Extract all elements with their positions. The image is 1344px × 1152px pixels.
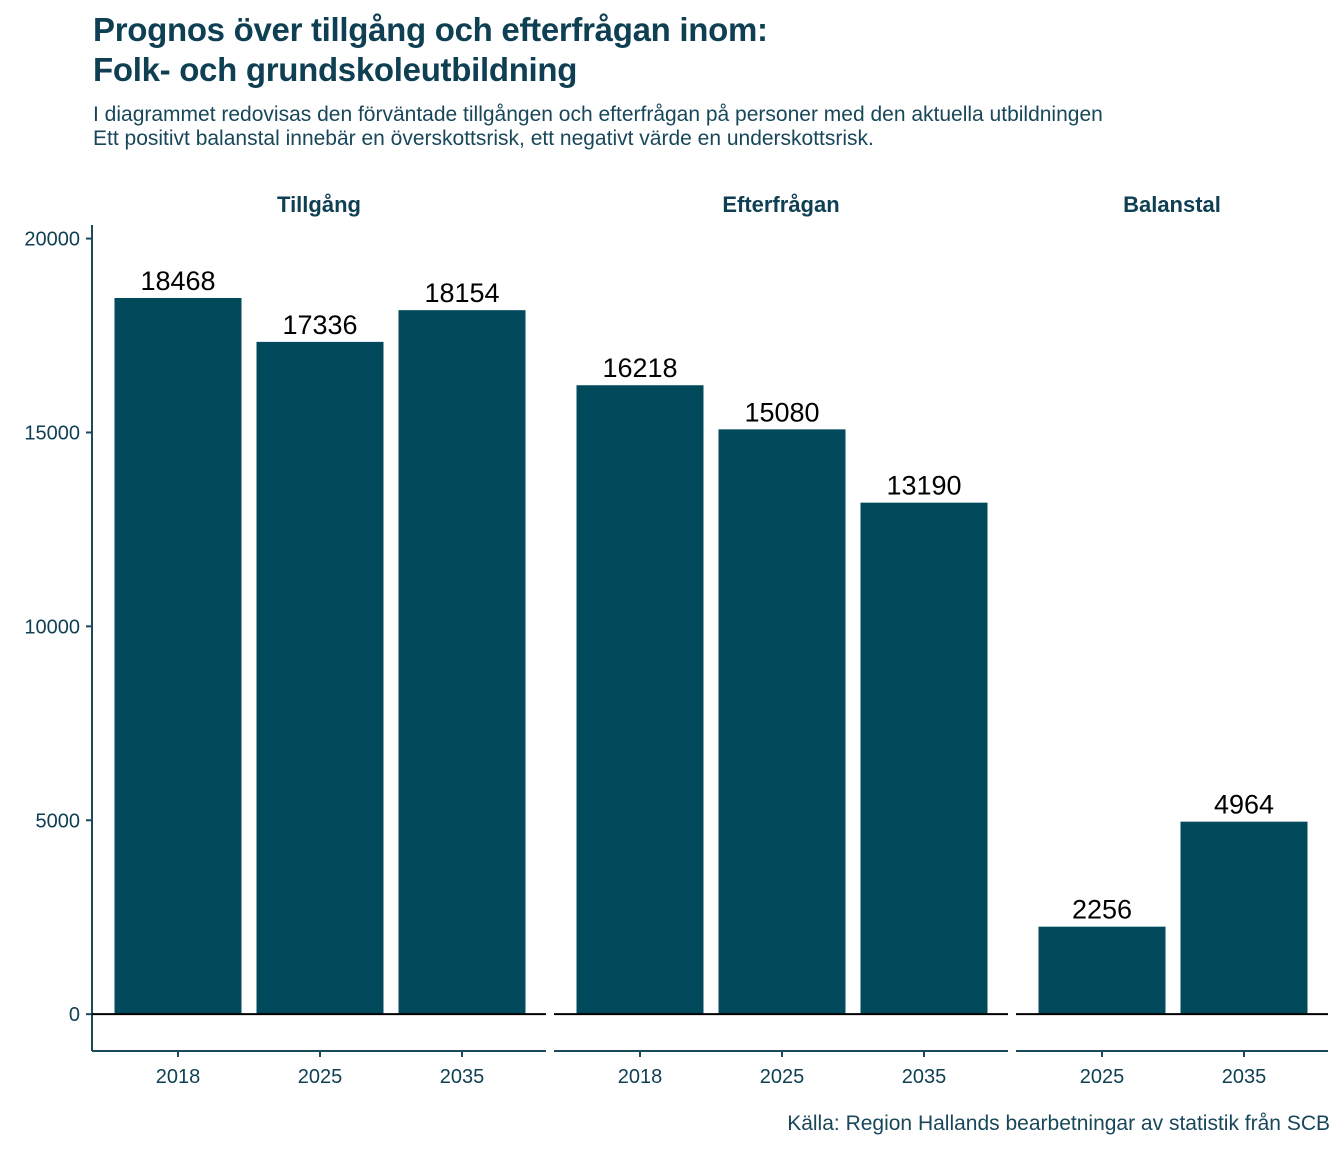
data-label: 18154 xyxy=(424,278,499,308)
bar xyxy=(114,297,242,1015)
x-tick-label: 2025 xyxy=(760,1066,805,1088)
bar xyxy=(860,502,988,1015)
source-caption: Källa: Region Hallands bearbetningar av … xyxy=(787,1112,1330,1135)
y-tick-label: 20000 xyxy=(24,229,80,251)
x-tick-label: 2035 xyxy=(902,1066,947,1088)
chart-subtitle: I diagrammet redovisas den förväntade ti… xyxy=(93,103,1103,151)
data-label: 2256 xyxy=(1072,895,1132,925)
y-tick-label: 15000 xyxy=(24,422,80,444)
chart-subtitle-line-2: Ett positivt balanstal innebär en översk… xyxy=(93,127,874,150)
chart-title-line-2: Folk- och grundskoleutbildning xyxy=(93,51,578,88)
bar xyxy=(1038,926,1166,1015)
x-tick-label: 2025 xyxy=(1080,1066,1125,1088)
bar xyxy=(398,310,526,1015)
data-label: 18468 xyxy=(140,266,215,296)
chart-title: Prognos över tillgång och efterfrågan in… xyxy=(93,10,768,90)
data-label: 15080 xyxy=(744,397,819,427)
bar xyxy=(256,341,384,1015)
bar xyxy=(1180,821,1308,1015)
facet-title: Tillgång xyxy=(277,192,361,217)
y-tick-label: 5000 xyxy=(36,810,81,832)
x-tick-label: 2025 xyxy=(298,1066,343,1088)
y-tick-label: 10000 xyxy=(24,616,80,638)
x-tick-label: 2018 xyxy=(618,1066,663,1088)
y-tick-label: 0 xyxy=(69,1004,80,1026)
x-tick-label: 2035 xyxy=(1222,1066,1267,1088)
data-label: 13190 xyxy=(886,471,961,501)
facet-title: Balanstal xyxy=(1123,192,1221,217)
data-label: 4964 xyxy=(1214,790,1274,820)
bar xyxy=(718,429,846,1015)
chart-title-line-1: Prognos över tillgång och efterfrågan in… xyxy=(93,11,768,48)
data-label: 17336 xyxy=(282,310,357,340)
data-label: 16218 xyxy=(602,353,677,383)
chart-subtitle-line-1: I diagrammet redovisas den förväntade ti… xyxy=(93,103,1103,126)
x-tick-label: 2035 xyxy=(440,1066,485,1088)
bar xyxy=(576,385,704,1015)
facet-title: Efterfrågan xyxy=(722,192,839,217)
x-tick-label: 2018 xyxy=(156,1066,201,1088)
